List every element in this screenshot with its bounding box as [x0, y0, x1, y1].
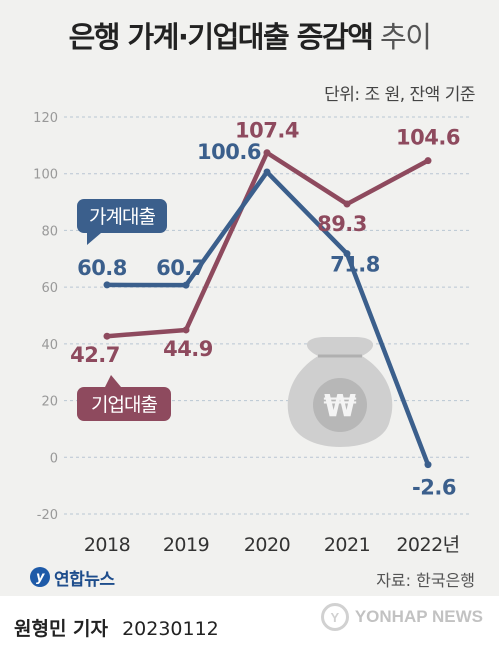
data-label: 100.6: [197, 140, 261, 164]
logo-text: 연합뉴스: [54, 569, 115, 590]
x-tick-label: 2022년: [396, 534, 459, 556]
data-point: [263, 168, 271, 176]
legend-pointer: [105, 375, 121, 387]
data-label: 42.7: [70, 343, 120, 367]
y-tick-label: -20: [37, 508, 58, 523]
series-line-corporate: [106, 150, 430, 339]
data-label: 44.9: [163, 337, 213, 361]
title-main: 은행 가계·기업대출 증감액: [68, 20, 374, 54]
y-tick-label: 20: [41, 395, 58, 410]
x-tick-label: 2019: [163, 534, 209, 556]
legend-label: 기업대출: [91, 394, 157, 416]
chart-title: 은행 가계·기업대출 증감액 추이: [0, 14, 499, 56]
data-point: [103, 332, 111, 340]
reporter-date: 20230112: [122, 618, 219, 640]
data-point: [343, 250, 351, 258]
label-layer: 60.8 60.7 100.6 71.8 -2.6 42.7 44.9 107.4 89.3 10…: [70, 119, 460, 500]
x-tick-label: 2020: [244, 534, 290, 556]
data-label: 89.3: [317, 212, 367, 236]
y-tick-label: 80: [41, 224, 58, 239]
grid-layer: [64, 116, 470, 515]
legend-label: 가계대출: [89, 206, 155, 228]
legend-box: [77, 387, 171, 421]
data-label: 71.8: [330, 253, 380, 277]
y-tick-label: 100: [33, 168, 58, 183]
money-bag-icon: ₩: [287, 337, 393, 447]
data-point: [182, 281, 190, 289]
yonhap-watermark-icon: Y: [320, 603, 349, 631]
data-point: [182, 326, 190, 334]
series-layer: [103, 149, 432, 469]
chart-card: [0, 0, 499, 596]
data-label: 104.6: [396, 126, 460, 150]
data-label: 60.7: [156, 256, 206, 280]
data-point: [424, 461, 432, 469]
data-label: -2.6: [412, 476, 456, 500]
y-tick-label: 0: [50, 451, 58, 466]
data-point: [343, 200, 351, 208]
legend-pointer: [87, 233, 101, 245]
axis-layer: -20 0 20 40 60 80 100 120 2018 2019 2020 2021 2022년: [33, 111, 460, 556]
x-tick-label: 2018: [84, 534, 130, 556]
data-label: 107.4: [235, 119, 299, 143]
data-point: [424, 157, 432, 165]
source-note: 자료: 한국은행: [376, 571, 475, 590]
reporter-name: 원형민 기자: [14, 618, 109, 640]
y-tick-label: 40: [41, 338, 58, 353]
yonhap-brand: y 연합뉴스: [30, 564, 115, 590]
legend-box: [77, 199, 167, 233]
x-tick-label: 2021: [324, 534, 370, 556]
data-point: [103, 281, 111, 289]
title-sub: 추이: [380, 20, 432, 54]
legend-item-household: 가계대출: [77, 199, 167, 245]
reporter-credit: 원형민 기자 20230112: [14, 614, 219, 641]
watermark-text: YONHAP NEWS: [354, 607, 483, 626]
data-point: [263, 149, 271, 157]
legend-item-corporate: 기업대출: [77, 375, 171, 421]
won-sign-icon: ₩: [323, 389, 356, 424]
y-tick-label: 60: [41, 281, 58, 296]
yonhap-logo-icon: y: [30, 567, 50, 587]
unit-note: 단위: 조 원, 잔액 기준: [324, 85, 475, 105]
y-tick-label: 120: [33, 111, 58, 126]
yonhap-watermark: Y YONHAP NEWS: [308, 600, 483, 634]
data-label: 60.8: [77, 256, 127, 280]
